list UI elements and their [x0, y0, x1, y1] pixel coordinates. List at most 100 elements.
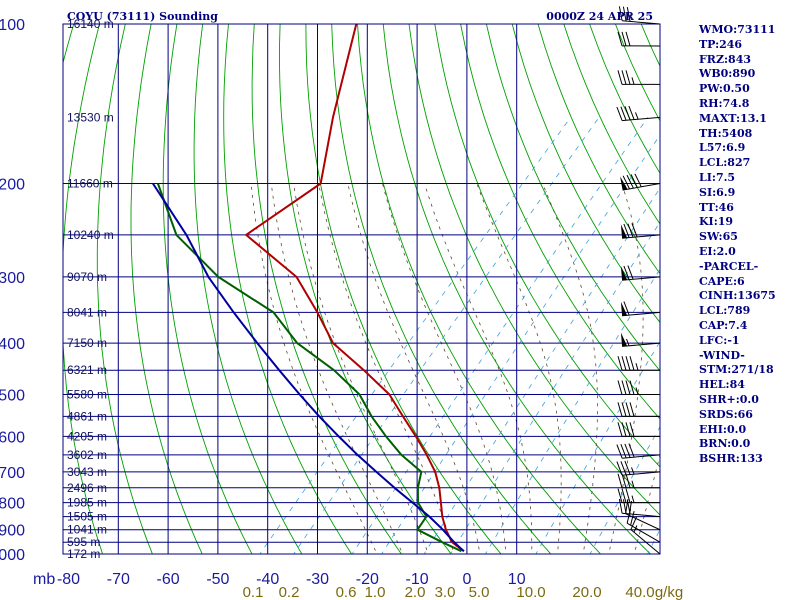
wind-barb-half-feather	[631, 467, 635, 475]
stat-line: SRDS:66	[699, 407, 753, 421]
wind-barb-flag	[620, 301, 628, 316]
wind-barb	[617, 356, 661, 371]
temperature-trace	[245, 24, 465, 552]
dewpoint-trace	[156, 183, 462, 553]
wind-barb-feather	[618, 6, 623, 21]
wind-barb-feather	[622, 6, 627, 22]
wind-barb-feather	[622, 499, 627, 514]
pressure-label: 100	[0, 17, 25, 34]
temperature-tick-label: -80	[57, 571, 80, 588]
wind-barb-feather	[618, 498, 623, 514]
wind-barb	[616, 460, 661, 476]
wind-barb-feather	[621, 356, 627, 371]
moist-adiabat-line	[542, 183, 598, 554]
wind-barb-feather	[631, 223, 638, 238]
sounding-traces	[152, 24, 465, 553]
wind-barb-feather	[622, 175, 630, 190]
pressure-label: 400	[0, 336, 25, 353]
wind-barb-feather	[621, 422, 627, 437]
stat-line: PW:0.50	[699, 82, 750, 96]
wind-barb-feather	[630, 174, 638, 188]
wind-barb-feather	[629, 402, 635, 417]
wind-barb	[620, 332, 661, 347]
stat-line: SI:6.9	[699, 185, 736, 199]
mixing-ratio-label: 0.1	[243, 584, 264, 600]
height-label: 8041 m	[67, 305, 107, 319]
wind-barb-feather	[616, 106, 623, 121]
height-label: 1041 m	[67, 523, 107, 537]
wind-barb	[616, 105, 661, 122]
temperature-tick-label: -10	[406, 571, 429, 588]
stat-line: EHI:0.0	[699, 422, 747, 436]
height-label: 172 m	[67, 547, 100, 561]
moist-adiabat-line	[293, 183, 429, 554]
stability-indices-panel: WMO:73111 TP:246 FRZ:843 WB0:890 PW:0.50 RH:7…	[699, 23, 799, 467]
stat-line: EI:2.0	[699, 244, 736, 258]
wind-barb-feather	[626, 174, 634, 189]
stat-line: TH:5408	[699, 126, 753, 140]
stat-line: WMO:73111	[699, 23, 776, 36]
temperature-tick-label: 0	[462, 571, 471, 588]
stat-line: LI:7.5	[699, 170, 736, 184]
wind-barb	[617, 31, 661, 47]
wind-barb-feather	[628, 105, 635, 120]
temperature-tick-label: -20	[356, 571, 379, 588]
wind-barb-staff	[630, 529, 661, 555]
wind-barb-staff	[622, 342, 661, 347]
wind-barb-staff	[622, 471, 661, 476]
wind-barb-staff	[622, 116, 661, 122]
wind-barb-flag	[620, 266, 628, 281]
background-grid	[63, 24, 660, 554]
stat-line: TT:46	[699, 200, 734, 214]
wind-barb-half-feather	[631, 495, 635, 503]
mixing-ratio-label: 0.6	[336, 584, 357, 600]
wind-barb-feather	[621, 380, 627, 395]
wind-barb-feather	[620, 106, 627, 121]
height-label: 7150 m	[67, 336, 107, 350]
wind-barb-feather	[624, 443, 631, 458]
chart-title: COYU (73111) Sounding	[67, 10, 218, 23]
wind-barb-half-feather	[635, 387, 639, 395]
moist-adiabat-line	[476, 183, 562, 554]
moist-adiabat-line	[382, 183, 507, 554]
pressure-label: 200	[0, 177, 25, 194]
wind-barb-feather	[620, 444, 627, 458]
stat-line: -PARCEL-	[699, 259, 759, 273]
wind-barb-feather	[624, 106, 631, 121]
wind-barb-half-feather	[633, 525, 638, 533]
wind-barb-feather	[620, 461, 627, 476]
stat-line: WB0:890	[699, 67, 756, 81]
valid-time: 0000Z 24 APR 25	[546, 10, 653, 23]
pressure-unit-label: mb	[33, 571, 55, 588]
wind-barb	[618, 498, 661, 518]
wind-barb-feather	[625, 70, 631, 85]
height-label: 1505 m	[67, 510, 107, 524]
height-label: 2496 m	[67, 481, 107, 495]
wind-barb-staff	[622, 454, 661, 459]
pressure-label: 600	[0, 429, 25, 446]
stat-line: STM:271/18	[699, 363, 774, 377]
height-label: 595 m	[67, 535, 100, 549]
mixing-ratio-label: 0.2	[279, 584, 300, 600]
wind-barb-half-feather	[635, 112, 639, 120]
wind-barb-feather	[625, 402, 631, 417]
axis-labels: 100200300400500600700800900100016140 m13…	[0, 17, 683, 600]
height-label: 4205 m	[67, 429, 107, 443]
wind-barb-feather	[625, 31, 631, 47]
pressure-label: 500	[0, 388, 25, 405]
height-label: 3602 m	[67, 448, 107, 462]
temperature-tick-label: -70	[107, 571, 130, 588]
wind-barb-feather	[617, 31, 623, 47]
stat-line: SW:65	[699, 230, 738, 244]
mixing-ratio-label: 3.0	[435, 584, 456, 600]
stat-line: LFC:-1	[699, 333, 740, 347]
wind-barb-staff	[622, 183, 661, 191]
wind-barb-feather	[621, 488, 627, 503]
moist-adiabat-line	[250, 183, 378, 554]
wind-barb-feather	[626, 7, 631, 22]
height-label: 6321 m	[67, 363, 107, 377]
stat-line: CINH:13675	[699, 289, 776, 303]
wind-barb	[616, 443, 661, 459]
wind-barb-feather	[617, 380, 623, 395]
